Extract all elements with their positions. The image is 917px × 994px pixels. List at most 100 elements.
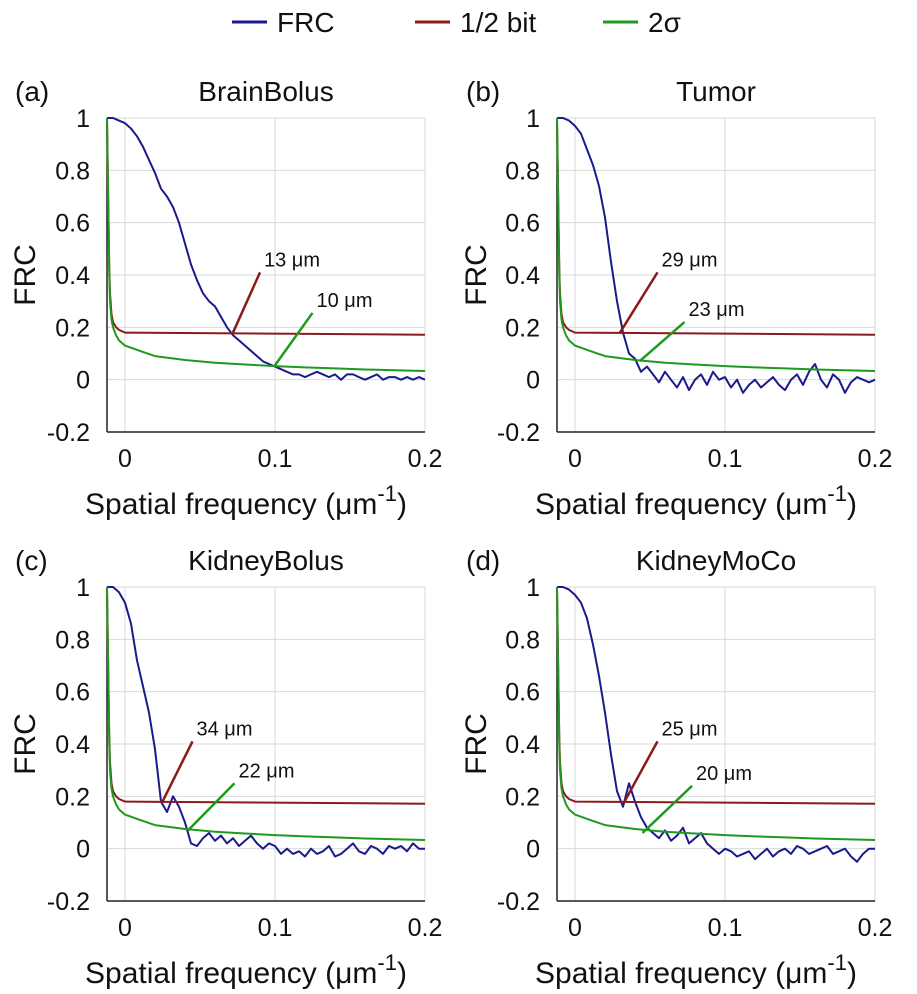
- y-axis-label: FRC: [460, 244, 493, 306]
- x-tick-label: 0.1: [258, 445, 293, 473]
- chart-panel: -0.2 0 0.2 0.4 0.6 0.8 1 0 0.1 0.2 FRC Spatial freq…: [9, 76, 442, 521]
- y-tick-label: 0.8: [505, 157, 540, 185]
- annotation-leader: [161, 740, 194, 803]
- y-tick-label: 0.6: [505, 210, 540, 238]
- annotation-label: 20 μm: [696, 763, 752, 785]
- y-tick-label: 1: [526, 574, 540, 602]
- x-axis-label-exponent: -1: [377, 950, 397, 975]
- x-tick-label: 0.2: [858, 445, 893, 473]
- panel-title: Tumor: [676, 76, 756, 107]
- legend-label: 1/2 bit: [460, 7, 536, 38]
- x-axis-label-close: ): [397, 957, 407, 990]
- y-tick-label: 0.6: [55, 210, 90, 238]
- frc-line: [107, 586, 425, 858]
- legend-label: 2σ: [648, 7, 681, 38]
- y-tick-label: 0.8: [505, 626, 540, 654]
- x-axis-label: Spatial frequency (μm-1): [535, 950, 857, 990]
- y-tick-label: 1: [526, 105, 540, 133]
- panel-title: BrainBolus: [198, 76, 333, 107]
- x-axis-label-exponent: -1: [377, 481, 397, 506]
- x-axis-label-close: ): [397, 488, 407, 521]
- x-axis-label: Spatial frequency (μm-1): [85, 950, 407, 990]
- y-tick-label: 0.2: [55, 314, 90, 342]
- y-tick-label: 0.8: [55, 157, 90, 185]
- x-tick-label: 0: [568, 914, 582, 942]
- chart-panel: -0.2 0 0.2 0.4 0.6 0.8 1 0 0.1 0.2 FRC Spatial freq…: [460, 545, 892, 990]
- panel-title: KidneyMoCo: [636, 545, 796, 576]
- y-tick-label: 0.6: [505, 679, 540, 707]
- two-sigma-line: [106, 586, 426, 841]
- x-tick-label: 0: [568, 445, 582, 473]
- x-axis-label-main: Spatial frequency (μm: [535, 488, 827, 521]
- annotation-label: 10 μm: [317, 290, 373, 312]
- panel-label: (b): [466, 76, 500, 107]
- x-axis-label: Spatial frequency (μm-1): [85, 481, 407, 521]
- chart-panel: -0.2 0 0.2 0.4 0.6 0.8 1 0 0.1 0.2 FRC Spatial freq…: [460, 76, 892, 521]
- annotation-leader: [623, 740, 659, 803]
- y-tick-label: 0.2: [505, 314, 540, 342]
- x-axis-label: Spatial frequency (μm-1): [535, 481, 857, 521]
- x-tick-label: 0.2: [408, 914, 443, 942]
- y-tick-label: 0.4: [55, 262, 90, 290]
- annotation-label: 23 μm: [689, 299, 745, 321]
- annotation-leader: [618, 271, 659, 334]
- y-tick-label: 0.2: [505, 783, 540, 811]
- x-tick-label: 0.1: [708, 445, 743, 473]
- x-axis-label-exponent: -1: [827, 481, 847, 506]
- half-bit-line: [106, 117, 426, 336]
- y-tick-label: 0: [76, 836, 90, 864]
- y-tick-label: 0.6: [55, 679, 90, 707]
- x-axis-label-main: Spatial frequency (μm: [85, 957, 377, 990]
- two-sigma-line: [556, 586, 876, 841]
- x-tick-label: 0: [118, 445, 132, 473]
- panel-label: (d): [466, 545, 500, 576]
- x-tick-label: 0.1: [258, 914, 293, 942]
- y-axis-label: FRC: [9, 713, 42, 775]
- x-axis-label-main: Spatial frequency (μm: [535, 957, 827, 990]
- annotation-label: 22 μm: [239, 760, 295, 782]
- x-tick-label: 0: [118, 914, 132, 942]
- annotation-label: 29 μm: [662, 249, 718, 271]
- x-tick-label: 0.1: [708, 914, 743, 942]
- legend: FRC 1/2 bit 2σ: [232, 7, 681, 38]
- legend-label: FRC: [277, 7, 335, 38]
- y-tick-label: 1: [76, 574, 90, 602]
- panel-label: (a): [15, 76, 49, 107]
- y-tick-label: -0.2: [47, 888, 90, 916]
- x-axis-label-close: ): [847, 957, 857, 990]
- annotation-label: 25 μm: [662, 718, 718, 740]
- annotation-leader: [187, 782, 236, 832]
- frc-line: [557, 117, 876, 394]
- y-tick-label: 0.4: [505, 262, 540, 290]
- panel-title: KidneyBolus: [188, 545, 344, 576]
- y-tick-label: 0.8: [55, 626, 90, 654]
- y-tick-label: 1: [76, 105, 90, 133]
- x-tick-label: 0.2: [408, 445, 443, 473]
- frc-line: [557, 586, 875, 863]
- annotation-label: 13 μm: [264, 249, 320, 271]
- x-axis-label-exponent: -1: [827, 950, 847, 975]
- annotation-leader: [273, 312, 314, 367]
- y-axis-label: FRC: [460, 713, 493, 775]
- annotation-leader: [641, 784, 693, 834]
- two-sigma-line: [556, 117, 876, 372]
- annotation-leader: [638, 321, 686, 363]
- y-axis-label: FRC: [9, 244, 42, 306]
- annotation-leader: [231, 271, 262, 334]
- y-tick-label: -0.2: [497, 888, 540, 916]
- y-tick-label: 0.2: [55, 783, 90, 811]
- y-tick-label: 0.4: [55, 731, 90, 759]
- annotation-label: 34 μm: [197, 718, 253, 740]
- panels: -0.2 0 0.2 0.4 0.6 0.8 1 0 0.1 0.2 FRC Spatial freq…: [9, 76, 892, 990]
- chart-panel: -0.2 0 0.2 0.4 0.6 0.8 1 0 0.1 0.2 FRC Spatial freq…: [9, 545, 442, 990]
- y-tick-label: -0.2: [497, 419, 540, 447]
- two-sigma-line: [106, 117, 426, 372]
- y-tick-label: 0: [76, 367, 90, 395]
- y-tick-label: -0.2: [47, 419, 90, 447]
- y-tick-label: 0: [526, 367, 540, 395]
- x-axis-label-close: ): [847, 488, 857, 521]
- y-tick-label: 0: [526, 836, 540, 864]
- panel-label: (c): [15, 545, 48, 576]
- x-tick-label: 0.2: [858, 914, 893, 942]
